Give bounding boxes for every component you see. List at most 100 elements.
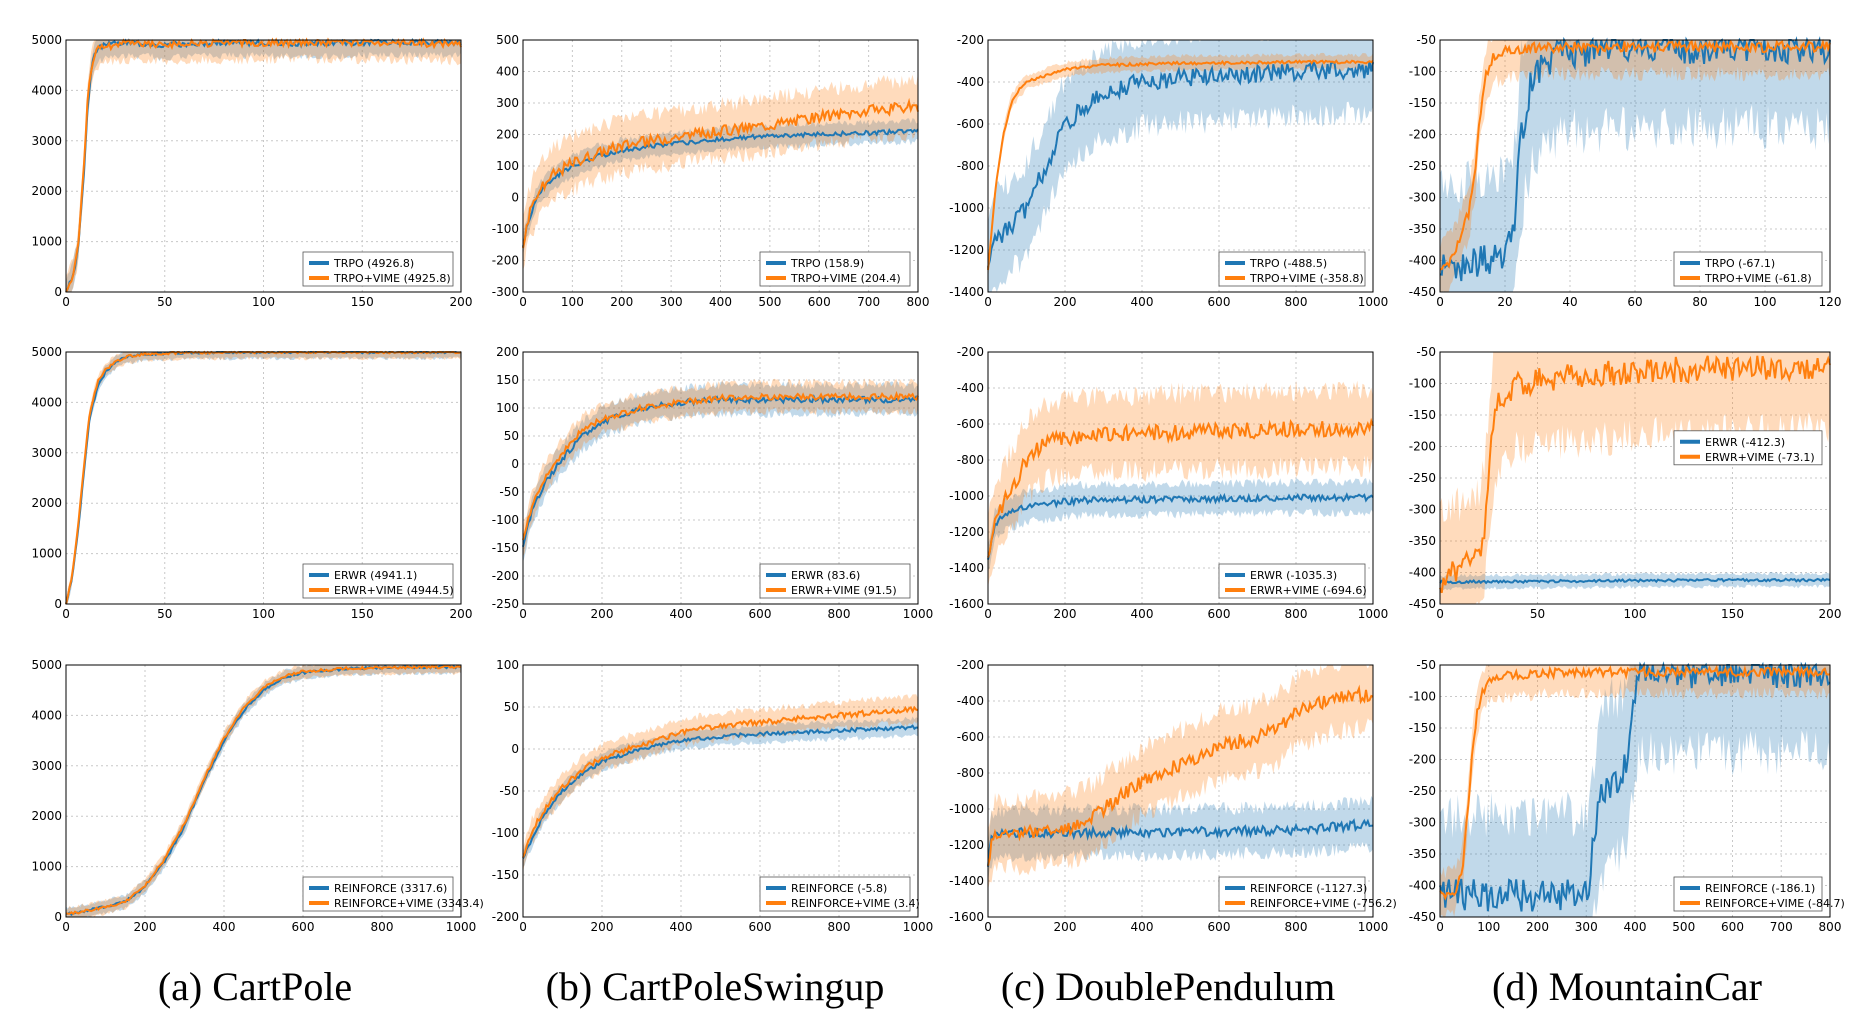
x-tick-label: 200: [1054, 920, 1077, 934]
panel-doublependulum-erwr: 0 200 400 600 800 1000 -1600 -1400 -1200 -1000 -80…: [949, 345, 1388, 621]
series-line-vime: [987, 417, 1374, 558]
y-tick-label: -600: [957, 730, 984, 744]
y-tick-label: -1200: [949, 243, 984, 257]
panel-caption: (d) MountainCar: [1492, 964, 1762, 1009]
x-tick-label: 100: [1624, 607, 1647, 621]
x-tick-label: 600: [808, 295, 831, 309]
y-tick-label: -150: [492, 541, 519, 555]
panel-mountaincar-trpo: 0 20 40 60 80 100 120 -450 -400 -350 -300 -250 -200 -…: [1409, 33, 1842, 309]
legend: REINFORCE (-186.1) REINFORCE+VIME (-84.7): [1673, 876, 1845, 912]
legend: TRPO (4926.8) TRPO+VIME (4925.8): [302, 251, 454, 287]
legend: REINFORCE (3317.6) REINFORCE+VIME (3343.4…: [302, 876, 484, 912]
y-tick-label: -250: [1409, 159, 1436, 173]
y-tick-label: 100: [496, 401, 519, 415]
y-tick-label: -1600: [949, 910, 984, 924]
legend-entry: TRPO+VIME (204.4): [790, 272, 901, 285]
legend-box: [1673, 251, 1823, 287]
panel-caption: (a) CartPole: [157, 964, 353, 1009]
series-line-vime: [65, 664, 462, 916]
legend-entry: REINFORCE+VIME (-84.7): [1705, 897, 1845, 910]
y-tick-label: -300: [1409, 816, 1436, 830]
y-tick-label: -50: [1416, 33, 1436, 47]
x-tick-label: 200: [1054, 607, 1077, 621]
legend-box: [302, 563, 454, 599]
legend-entry: REINFORCE+VIME (-756.2): [1250, 897, 1397, 910]
x-tick-label: 100: [252, 607, 275, 621]
series-band-baseline: [523, 381, 918, 563]
x-tick-label: 200: [1819, 607, 1842, 621]
y-tick-label: -50: [1416, 658, 1436, 672]
x-tick-label: 400: [670, 920, 693, 934]
x-tick-label: 0: [1436, 920, 1444, 934]
plot-frame: [65, 664, 462, 918]
x-tick-label: 200: [610, 295, 633, 309]
x-tick-label: 200: [134, 920, 157, 934]
x-tick-label: 120: [1819, 295, 1842, 309]
x-tick-label: 700: [857, 295, 880, 309]
legend-box: [1218, 563, 1366, 599]
x-tick-label: 500: [758, 295, 781, 309]
legend-box: [302, 876, 454, 912]
y-tick-label: -200: [957, 345, 984, 359]
x-tick-label: 1000: [1358, 295, 1389, 309]
panel-cartpole-reinforce: 0 200 400 600 800 1000 0 1000 2000 3000 4000 5000 RE…: [31, 658, 483, 934]
legend-entry: REINFORCE+VIME (3.4): [791, 897, 920, 910]
x-tick-label: 600: [1208, 607, 1231, 621]
y-tick-label: -1400: [949, 874, 984, 888]
y-tick-label: -450: [1409, 285, 1436, 299]
x-tick-label: 0: [62, 607, 70, 621]
series-line-vime: [1439, 38, 1831, 271]
series-line-baseline: [522, 724, 919, 859]
x-tick-label: 700: [1770, 920, 1793, 934]
y-tick-label: -200: [1409, 753, 1436, 767]
y-tick-label: 4000: [31, 395, 62, 409]
panel-doublependulum-reinforce: 0 200 400 600 800 1000 -1600 -1400 -1200 -1000 -80…: [949, 658, 1397, 934]
y-tick-label: -400: [1409, 254, 1436, 268]
series-line-vime: [522, 390, 919, 541]
series-line-baseline: [987, 818, 1374, 867]
x-tick-label: 300: [1575, 920, 1598, 934]
x-tick-label: 20: [1497, 295, 1512, 309]
plot-frame: [1439, 39, 1831, 293]
y-tick-label: 150: [496, 373, 519, 387]
x-tick-label: 1000: [1358, 607, 1389, 621]
x-tick-label: 0: [984, 295, 992, 309]
x-tick-label: 1000: [446, 920, 477, 934]
plot-frame: [987, 351, 1374, 605]
y-tick-label: 200: [496, 345, 519, 359]
legend: TRPO (158.9) TRPO+VIME (204.4): [759, 251, 911, 287]
x-tick-label: 800: [828, 920, 851, 934]
x-tick-label: 0: [519, 607, 527, 621]
y-tick-label: 5000: [31, 345, 62, 359]
y-tick-label: 0: [54, 285, 62, 299]
legend-entry: TRPO+VIME (4925.8): [333, 272, 451, 285]
series-line-baseline: [522, 128, 919, 248]
x-tick-label: 50: [157, 607, 172, 621]
legend-entry: TRPO (-488.5): [1249, 257, 1327, 270]
panel-doublependulum-trpo: 0 200 400 600 800 1000 -1400 -1200 -1000 -800 -600…: [949, 33, 1388, 309]
plot-frame: [987, 39, 1374, 293]
x-tick-label: 200: [450, 607, 473, 621]
x-tick-label: 0: [1436, 607, 1444, 621]
y-tick-label: 2000: [31, 184, 62, 198]
plot-frame: [1439, 351, 1831, 605]
y-tick-label: 200: [496, 128, 519, 142]
series-band-vime: [988, 665, 1373, 890]
plot-frame: [522, 39, 919, 293]
y-tick-label: -300: [1409, 191, 1436, 205]
x-tick-label: 600: [1721, 920, 1744, 934]
y-tick-label: 400: [496, 65, 519, 79]
x-tick-label: 400: [1624, 920, 1647, 934]
y-tick-label: -450: [1409, 597, 1436, 611]
x-tick-label: 100: [561, 295, 584, 309]
x-tick-label: 800: [371, 920, 394, 934]
y-tick-label: -150: [1409, 721, 1436, 735]
series-line-vime: [987, 59, 1374, 270]
legend-entry: ERWR (83.6): [791, 569, 860, 582]
legend-entry: REINFORCE+VIME (3343.4): [334, 897, 484, 910]
y-tick-label: 3000: [31, 134, 62, 148]
panel-cartpoleswingup-erwr: 0 200 400 600 800 1000 -250 -200 -150 -100 -50 0 50 1…: [492, 345, 934, 621]
y-tick-label: -600: [957, 417, 984, 431]
series-band-baseline: [988, 795, 1373, 882]
